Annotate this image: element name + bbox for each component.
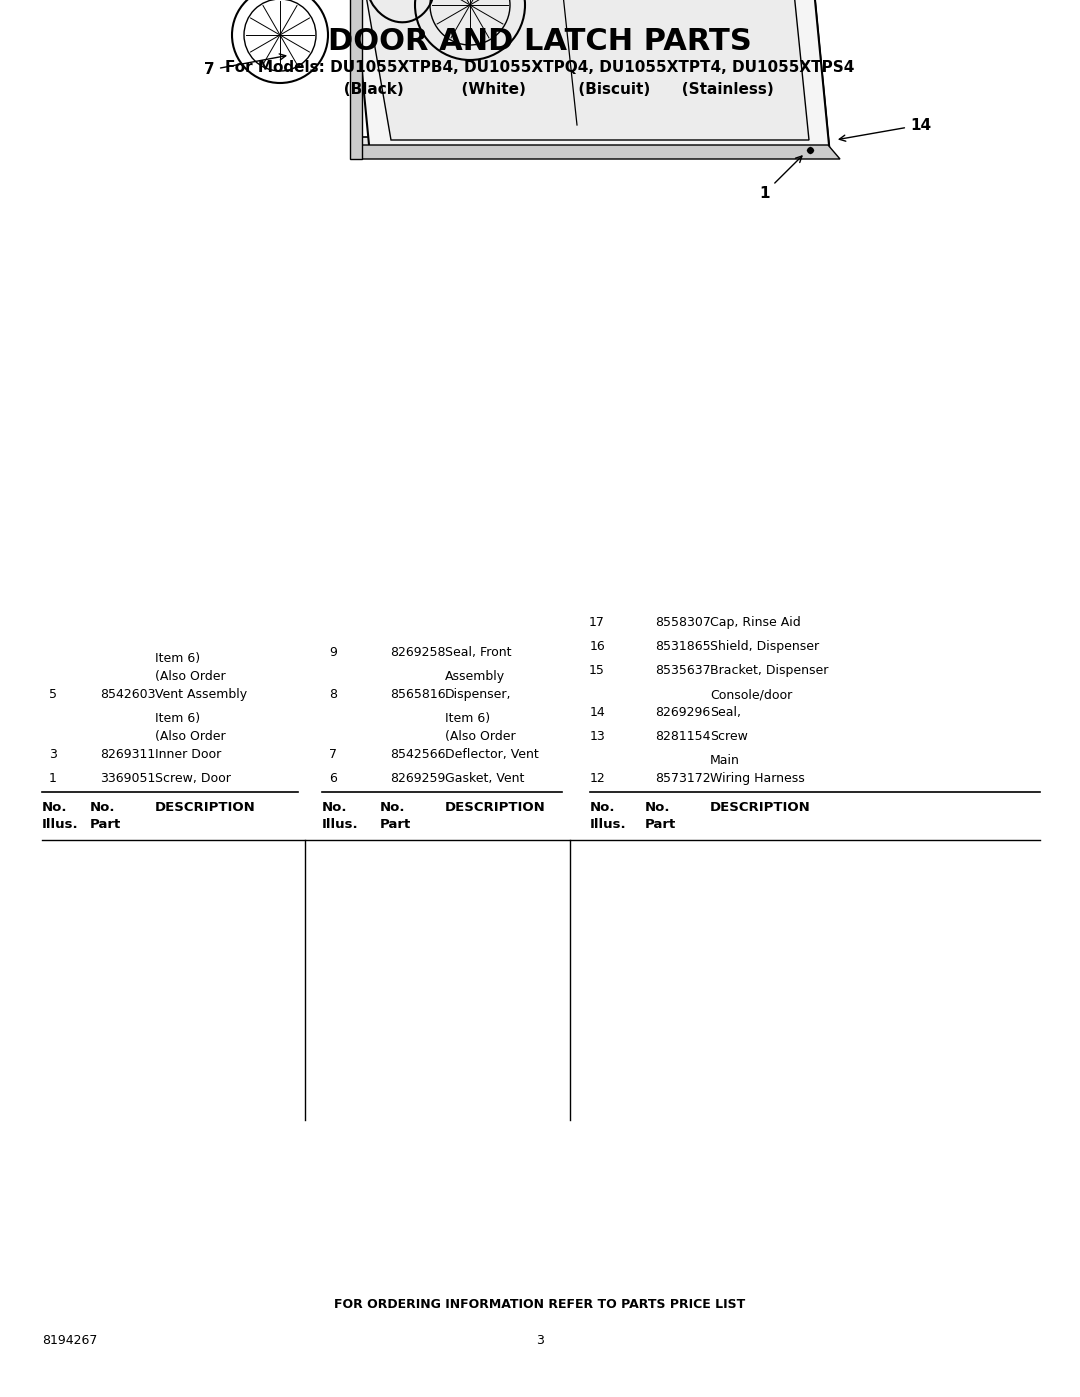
Text: Illus.: Illus. <box>590 819 626 831</box>
Text: (Also Order: (Also Order <box>156 731 226 743</box>
Text: 3369051: 3369051 <box>100 773 156 785</box>
Text: 9: 9 <box>329 645 337 659</box>
Text: 14: 14 <box>590 705 605 719</box>
Text: 8269258: 8269258 <box>390 645 446 659</box>
Text: Illus.: Illus. <box>322 819 359 831</box>
Text: Gasket, Vent: Gasket, Vent <box>445 773 525 785</box>
Text: (Black)           (White)          (Biscuit)      (Stainless): (Black) (White) (Biscuit) (Stainless) <box>307 82 773 98</box>
Text: 13: 13 <box>590 731 605 743</box>
Text: 1: 1 <box>759 156 802 201</box>
Text: Assembly: Assembly <box>445 671 505 683</box>
Text: Console/door: Console/door <box>710 687 793 701</box>
Text: 8269259: 8269259 <box>390 773 445 785</box>
Text: (Also Order: (Also Order <box>445 731 515 743</box>
Text: (Also Order: (Also Order <box>156 671 226 683</box>
Polygon shape <box>289 0 809 140</box>
Text: Dispenser,: Dispenser, <box>445 687 512 701</box>
Text: 8281154: 8281154 <box>654 731 711 743</box>
Text: Screw: Screw <box>710 731 747 743</box>
Text: 8542566: 8542566 <box>390 747 446 761</box>
Text: For Models: DU1055XTPB4, DU1055XTPQ4, DU1055XTPT4, DU1055XTPS4: For Models: DU1055XTPB4, DU1055XTPQ4, DU… <box>226 60 854 75</box>
Text: Seal,: Seal, <box>710 705 741 719</box>
Text: 15: 15 <box>589 664 605 678</box>
Text: Wiring Harness: Wiring Harness <box>710 773 805 785</box>
Text: 8573172: 8573172 <box>654 773 711 785</box>
Text: Screw, Door: Screw, Door <box>156 773 231 785</box>
Polygon shape <box>755 0 831 155</box>
Text: No.: No. <box>90 800 116 814</box>
Text: 5: 5 <box>49 687 57 701</box>
Text: FOR ORDERING INFORMATION REFER TO PARTS PRICE LIST: FOR ORDERING INFORMATION REFER TO PARTS … <box>335 1298 745 1312</box>
Text: 8269311: 8269311 <box>100 747 156 761</box>
Text: Part: Part <box>380 819 411 831</box>
Text: No.: No. <box>322 800 348 814</box>
Text: 7: 7 <box>204 54 286 77</box>
Text: 3: 3 <box>536 1334 544 1347</box>
Text: 8194267: 8194267 <box>42 1334 97 1347</box>
Text: No.: No. <box>590 800 616 814</box>
Text: 8: 8 <box>329 687 337 701</box>
Text: Shield, Dispenser: Shield, Dispenser <box>710 640 819 652</box>
Text: Item 6): Item 6) <box>445 712 490 725</box>
Text: 6: 6 <box>329 773 337 785</box>
Text: Item 6): Item 6) <box>156 652 200 665</box>
Text: Vent Assembly: Vent Assembly <box>156 687 247 701</box>
Text: 8558307: 8558307 <box>654 616 711 629</box>
Text: DESCRIPTION: DESCRIPTION <box>710 800 811 814</box>
Text: Inner Door: Inner Door <box>156 747 221 761</box>
Text: No.: No. <box>645 800 671 814</box>
Text: DESCRIPTION: DESCRIPTION <box>445 800 545 814</box>
Text: Main: Main <box>710 754 740 767</box>
Text: 14: 14 <box>839 117 931 141</box>
Polygon shape <box>310 0 831 155</box>
Text: No.: No. <box>42 800 67 814</box>
Text: 8565816: 8565816 <box>390 687 446 701</box>
Polygon shape <box>350 0 362 159</box>
Text: Cap, Rinse Aid: Cap, Rinse Aid <box>710 616 800 629</box>
Text: DESCRIPTION: DESCRIPTION <box>156 800 256 814</box>
Text: Bracket, Dispenser: Bracket, Dispenser <box>710 664 828 678</box>
Text: Illus.: Illus. <box>42 819 79 831</box>
Text: 16: 16 <box>590 640 605 652</box>
Text: 8531865: 8531865 <box>654 640 711 652</box>
Text: 8542603: 8542603 <box>100 687 156 701</box>
Polygon shape <box>354 145 840 159</box>
Text: 17: 17 <box>589 616 605 629</box>
Text: 7: 7 <box>329 747 337 761</box>
Text: 1: 1 <box>49 773 57 785</box>
Text: Part: Part <box>645 819 676 831</box>
Text: Deflector, Vent: Deflector, Vent <box>445 747 539 761</box>
Text: Item 6): Item 6) <box>156 712 200 725</box>
Text: DOOR AND LATCH PARTS: DOOR AND LATCH PARTS <box>328 28 752 56</box>
Text: 3: 3 <box>49 747 57 761</box>
Text: 8535637: 8535637 <box>654 664 711 678</box>
Text: No.: No. <box>380 800 405 814</box>
Text: Seal, Front: Seal, Front <box>445 645 512 659</box>
Text: 12: 12 <box>590 773 605 785</box>
Polygon shape <box>355 137 831 155</box>
Text: 8269296: 8269296 <box>654 705 711 719</box>
Text: Part: Part <box>90 819 121 831</box>
